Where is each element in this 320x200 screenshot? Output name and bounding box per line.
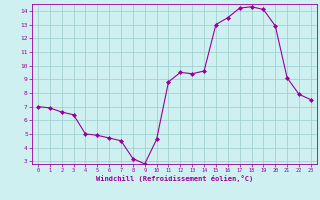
X-axis label: Windchill (Refroidissement éolien,°C): Windchill (Refroidissement éolien,°C) — [96, 175, 253, 182]
